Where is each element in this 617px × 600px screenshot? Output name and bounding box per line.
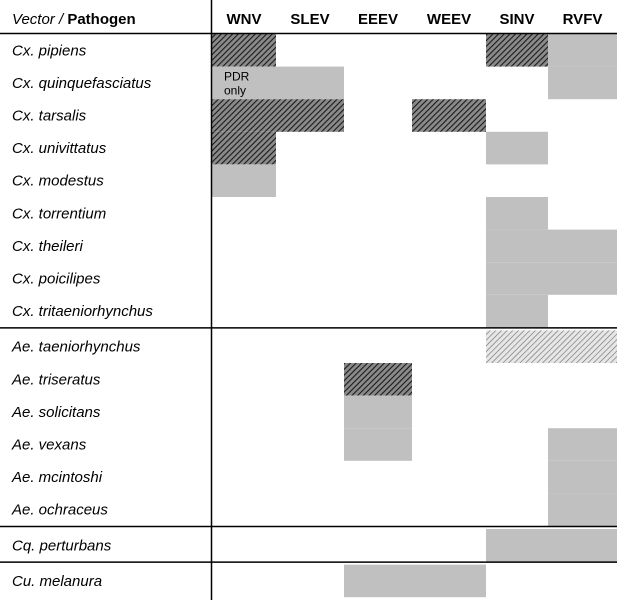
cell-cx-modestus-wnv [212, 164, 276, 197]
row-label-ae-solicitans: Ae. solicitans [11, 404, 101, 421]
cell-ae-taeniorhynchus-rvfv [548, 330, 617, 363]
cell-cx-theileri-sinv [486, 229, 548, 263]
column-header-wnv: WNV [227, 11, 262, 28]
row-label-cx-tarsalis: Cx. tarsalis [12, 108, 87, 125]
cell-ae-taeniorhynchus-sinv [486, 330, 548, 363]
row-label-cx-torrentium: Cx. torrentium [12, 205, 106, 222]
corner-vector-label: Vector [12, 11, 56, 28]
row-label-ae-triseratus: Ae. triseratus [11, 371, 101, 388]
cell-annotations: PDR only [224, 70, 250, 98]
cell-cq-perturbans-rvfv [548, 529, 617, 562]
row-label-cx-modestus: Cx. modestus [12, 173, 104, 190]
column-header-sinv: SINV [499, 11, 534, 28]
row-label-cx-univittatus: Cx. univittatus [12, 140, 107, 157]
column-header-eeev: EEEV [358, 11, 398, 28]
cell-cx-poicilipes-sinv [486, 262, 548, 295]
cell-cx-pipiens-sinv [486, 34, 548, 67]
cell-cq-perturbans-sinv [486, 529, 548, 562]
column-header-slev: SLEV [290, 11, 329, 28]
cell-cx-univittatus-sinv [486, 131, 548, 165]
row-label-ae-vexans: Ae. vexans [11, 437, 87, 454]
cell-cx-pipiens-wnv [212, 34, 276, 67]
column-headers: WNV SLEV EEEV WEEV SINV RVFV [227, 11, 603, 28]
cell-ae-ochraceus-rvfv [548, 493, 617, 526]
cell-cx-quinquefasciatus-slev [276, 66, 344, 100]
row-label-ae-taeniorhynchus: Ae. taeniorhynchus [11, 339, 141, 356]
cell-ae-vexans-rvfv [548, 428, 617, 461]
cell-cx-tarsalis-weev [412, 99, 486, 132]
row-label-cu-melanura: Cu. melanura [12, 573, 102, 590]
cell-cu-melanura-eeev [344, 564, 412, 598]
cell-cu-melanura-weev [412, 564, 486, 598]
row-label-cq-perturbans: Cq. perturbans [12, 537, 112, 554]
corner-separator: / [55, 11, 68, 28]
cell-cx-poicilipes-rvfv [548, 262, 617, 295]
corner-pathogen-label: Pathogen [67, 11, 135, 28]
row-label-ae-ochraceus: Ae. ochraceus [11, 502, 108, 519]
cell-ae-vexans-eeev [344, 428, 412, 461]
cell-cx-torrentium-sinv [486, 197, 548, 230]
row-label-cx-pipiens: Cx. pipiens [12, 42, 87, 59]
cell-cx-univittatus-wnv [212, 131, 276, 165]
corner-label: Vector / Pathogen [12, 11, 136, 28]
cell-cx-tarsalis-wnv [212, 99, 276, 132]
cell-cx-theileri-rvfv [548, 229, 617, 263]
annotation-line: only [224, 84, 246, 98]
annotation-line: PDR [224, 70, 250, 84]
cells-layer [212, 34, 617, 598]
cell-cx-tarsalis-slev [276, 99, 344, 132]
cell-cx-quinquefasciatus-wnv [212, 66, 276, 100]
row-label-cx-tritaeniorhynchus: Cx. tritaeniorhynchus [12, 303, 153, 320]
cell-cx-pipiens-rvfv [548, 34, 617, 67]
row-label-ae-mcintoshi: Ae. mcintoshi [11, 469, 103, 486]
cell-cx-tritaeniorhynchus-sinv [486, 294, 548, 328]
row-label-cx-quinquefasciatus: Cx. quinquefasciatus [12, 75, 152, 92]
column-header-rvfv: RVFV [563, 11, 603, 28]
row-labels: Cx. pipiens Cx. quinquefasciatus Cx. tarsa… [11, 42, 153, 590]
cell-cx-quinquefasciatus-rvfv [548, 66, 617, 100]
cell-ae-mcintoshi-rvfv [548, 460, 617, 494]
column-header-weev: WEEV [427, 11, 471, 28]
row-label-cx-poicilipes: Cx. poicilipes [12, 271, 101, 288]
cell-ae-triseratus-eeev [344, 363, 412, 396]
cell-ae-solicitans-eeev [344, 395, 412, 429]
row-label-cx-theileri: Cx. theileri [12, 238, 84, 255]
annotation-cx-quinquefasciatus-wnv: PDR only [224, 70, 250, 98]
